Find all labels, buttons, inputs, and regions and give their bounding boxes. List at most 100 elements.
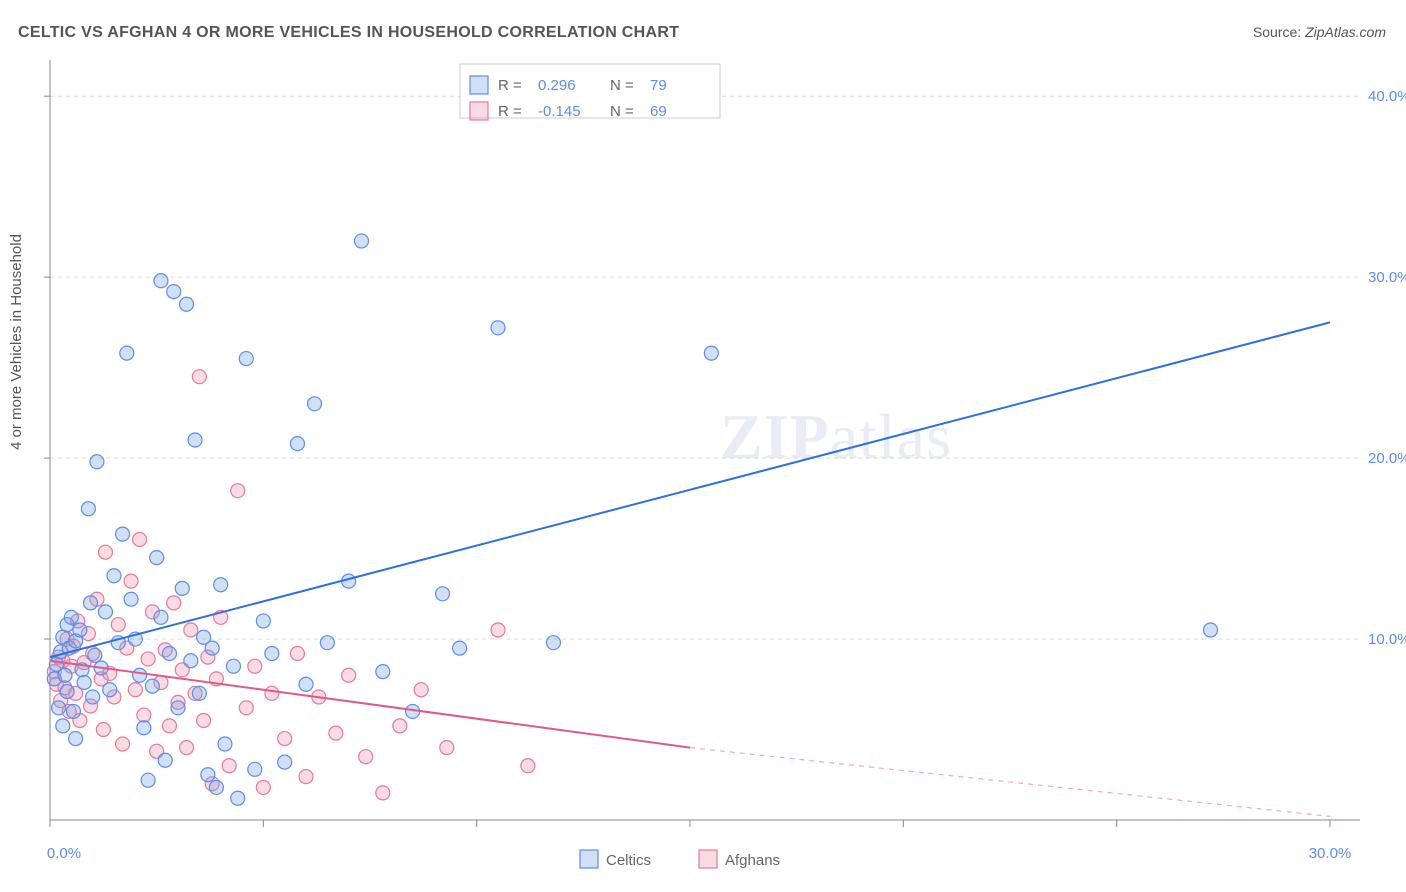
series-label: Celtics [606,852,651,869]
scatter-point [329,726,343,740]
scatter-point [116,737,130,751]
scatter-point [248,762,262,776]
scatter-point [205,641,219,655]
scatter-point [393,719,407,733]
scatter-point [96,723,110,737]
scatter-point [111,618,125,632]
scatter-point [128,683,142,697]
scatter-point [167,596,181,610]
scatter-point [354,234,368,248]
series-swatch [699,850,717,868]
scatter-point [90,455,104,469]
scatter-point [107,569,121,583]
scatter-point [175,581,189,595]
scatter-point [133,533,147,547]
legend-swatch [470,102,488,120]
scatter-point [278,732,292,746]
legend-n-value: 69 [650,103,667,120]
scatter-point [453,641,467,655]
legend-r-label: R = [498,103,522,120]
x-tick-label: 30.0% [1309,845,1352,862]
scatter-point [52,701,66,715]
scatter-point [184,623,198,637]
legend-n-label: N = [610,103,634,120]
scatter-point [180,741,194,755]
scatter-point [201,768,215,782]
scatter-point [69,732,83,746]
scatter-point [226,659,240,673]
scatter-point [192,370,206,384]
x-tick-label: 0.0% [47,845,81,862]
scatter-point [98,545,112,559]
scatter-point [414,683,428,697]
scatter-point [342,668,356,682]
scatter-point [214,578,228,592]
scatter-point [299,677,313,691]
scatter-point [124,592,138,606]
scatter-point [116,527,130,541]
correlation-chart: 10.0%20.0%30.0%40.0%0.0%30.0%R =0.296N =… [0,0,1406,892]
scatter-point [154,610,168,624]
scatter-point [491,623,505,637]
y-tick-label: 10.0% [1368,631,1406,648]
legend-r-label: R = [498,77,522,94]
scatter-point [154,274,168,288]
scatter-point [209,780,223,794]
scatter-point [290,437,304,451]
scatter-point [359,750,373,764]
scatter-point [521,759,535,773]
y-tick-label: 30.0% [1368,269,1406,286]
scatter-point [265,686,279,700]
scatter-point [1204,623,1218,637]
scatter-point [436,587,450,601]
scatter-point [256,614,270,628]
scatter-point [491,321,505,335]
scatter-point [231,791,245,805]
scatter-point [84,596,98,610]
scatter-point [218,737,232,751]
legend-swatch [470,76,488,94]
scatter-point [299,770,313,784]
scatter-point [162,719,176,733]
series-label: Afghans [725,852,780,869]
scatter-point [440,741,454,755]
legend-n-label: N = [610,77,634,94]
scatter-point [171,701,185,715]
scatter-point [320,636,334,650]
scatter-point [150,551,164,565]
scatter-point [81,502,95,516]
scatter-point [222,759,236,773]
y-tick-label: 40.0% [1368,88,1406,105]
scatter-point [77,675,91,689]
scatter-point [376,786,390,800]
scatter-point [145,679,159,693]
scatter-point [248,659,262,673]
scatter-point [239,352,253,366]
scatter-point [58,668,72,682]
scatter-point [180,297,194,311]
scatter-point [290,647,304,661]
legend-n-value: 79 [650,77,667,94]
scatter-point [66,704,80,718]
scatter-point [167,285,181,299]
scatter-point [103,683,117,697]
scatter-point [158,753,172,767]
legend-r-value: -0.145 [538,103,581,120]
scatter-point [137,721,151,735]
scatter-point [86,690,100,704]
scatter-point [256,780,270,794]
scatter-point [546,636,560,650]
scatter-point [308,397,322,411]
y-tick-label: 20.0% [1368,450,1406,467]
scatter-point [162,647,176,661]
scatter-point [376,665,390,679]
regression-line-afghans-extrapolated [690,748,1330,817]
scatter-point [133,668,147,682]
scatter-point [98,605,112,619]
scatter-point [278,755,292,769]
scatter-point [239,701,253,715]
scatter-point [141,773,155,787]
scatter-point [265,647,279,661]
scatter-point [141,652,155,666]
scatter-point [73,623,87,637]
